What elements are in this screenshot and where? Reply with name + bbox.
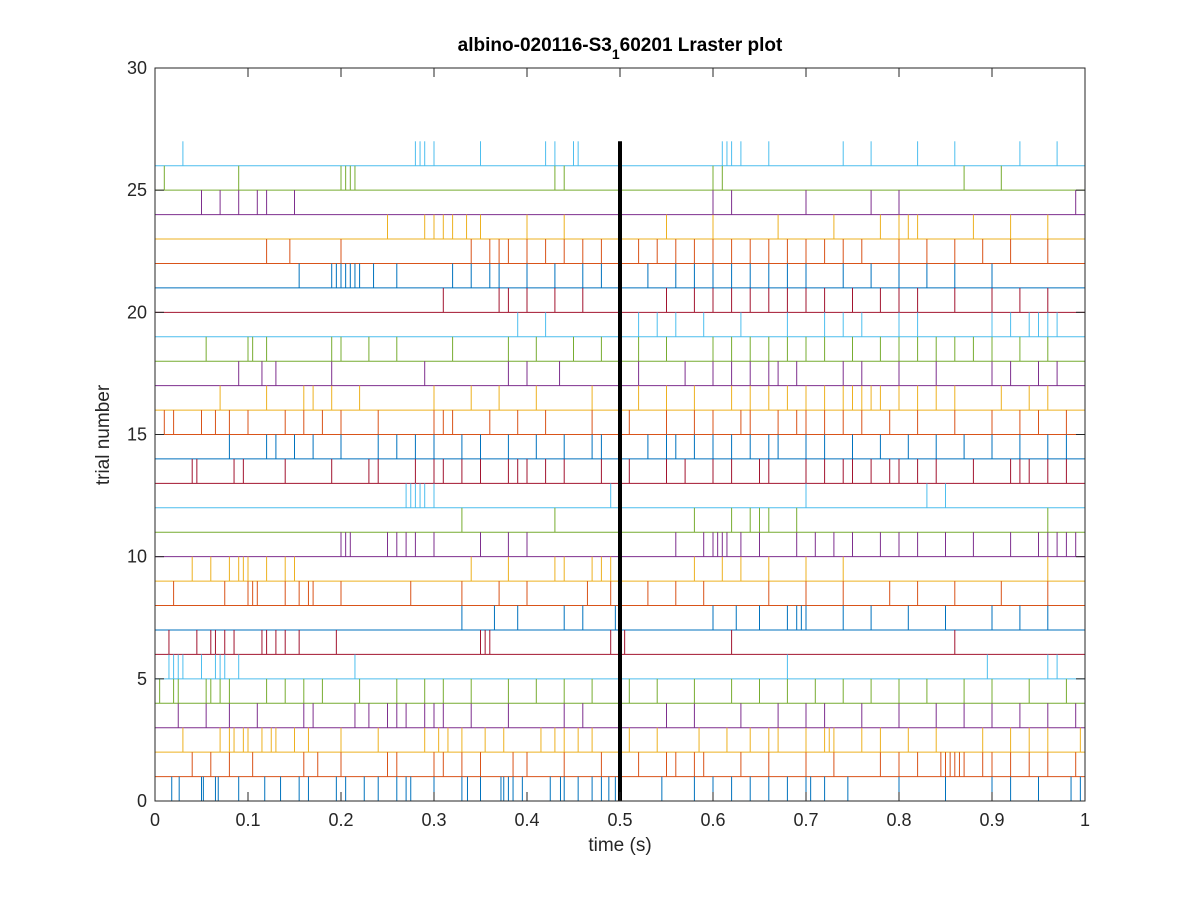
y-axis-ticks: 0 5 10 15 20 25 30 (127, 58, 1085, 811)
y-tick-label: 0 (137, 791, 147, 811)
x-tick-label: 0.2 (328, 810, 353, 830)
x-tick-label: 0.4 (514, 810, 539, 830)
x-tick-label: 0.8 (886, 810, 911, 830)
x-tick-label: 0.1 (235, 810, 260, 830)
y-tick-label: 20 (127, 302, 147, 322)
x-axis-ticks: 0 0.1 0.2 0.3 0.4 0.5 0.6 0.7 0.8 0.9 1 (150, 68, 1090, 830)
y-tick-label: 25 (127, 180, 147, 200)
spike-marks (159, 141, 1086, 801)
chart-title: albino-020116-S3160201 Lraster plot (458, 35, 783, 62)
x-tick-label: 0 (150, 810, 160, 830)
y-tick-label: 15 (127, 425, 147, 445)
y-axis-label: trial number (93, 384, 114, 485)
x-tick-label: 0.6 (700, 810, 725, 830)
y-tick-label: 5 (137, 669, 147, 689)
y-tick-label: 10 (127, 547, 147, 567)
y-tick-label: 30 (127, 58, 147, 78)
x-tick-label: 0.3 (421, 810, 446, 830)
x-tick-label: 0.5 (607, 810, 632, 830)
x-tick-label: 0.9 (979, 810, 1004, 830)
x-tick-label: 0.7 (793, 810, 818, 830)
x-axis-label: time (s) (588, 835, 651, 856)
x-tick-label: 1 (1080, 810, 1090, 830)
